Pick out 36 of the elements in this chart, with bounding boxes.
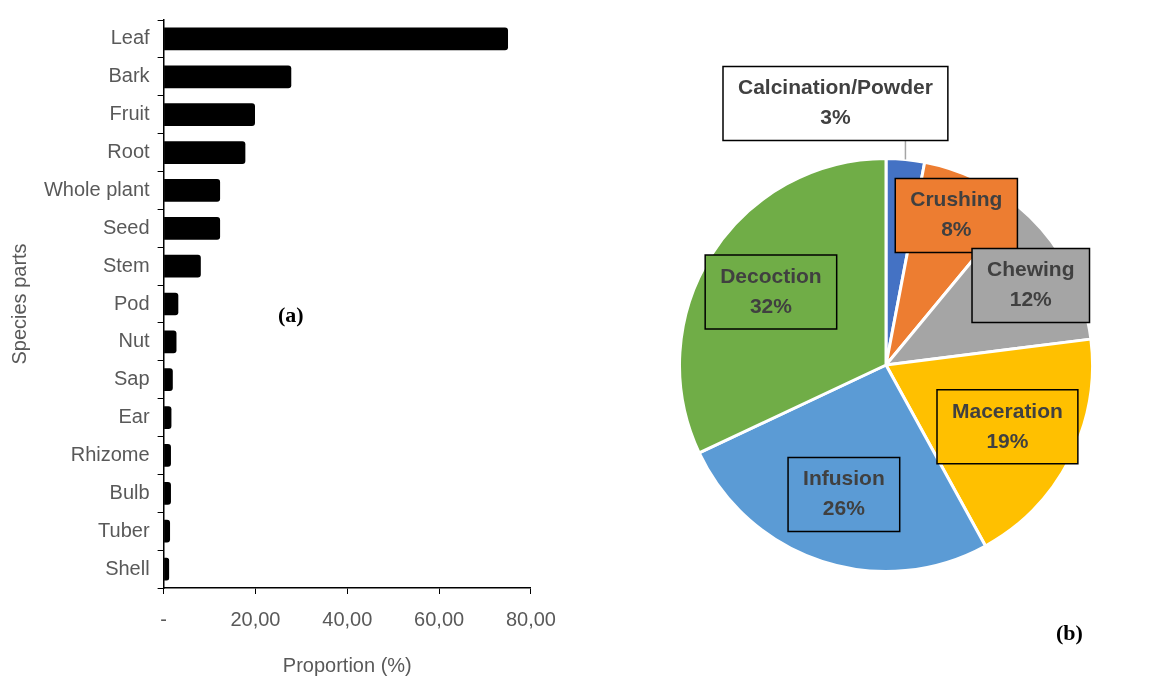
text: (b) <box>1056 620 1083 646</box>
y-tick-label: Sap <box>114 367 150 390</box>
y-tick-label: Ear <box>118 405 150 428</box>
slice-label: Maceration <box>952 398 1063 422</box>
y-tick-label: Fruit <box>109 102 151 125</box>
slice-label: Infusion <box>803 466 885 490</box>
y-tick-label: Bulb <box>109 480 150 503</box>
data-label: 3% <box>820 105 851 129</box>
slice-label: Chewing <box>987 257 1075 281</box>
y-tick-label: Stem <box>102 253 150 276</box>
x-tick-label: - <box>160 607 167 630</box>
y-tick-label: Leaf <box>110 26 151 49</box>
data-label: 32% <box>749 293 793 317</box>
x-tick-label: 40,00 <box>322 607 373 630</box>
slice-label: Crushing <box>910 187 1003 211</box>
y-tick-label: Shell <box>105 556 150 579</box>
y-tick-label: Tuber <box>98 518 150 541</box>
y-tick-label: Nut <box>118 329 151 352</box>
y-tick-label: Pod <box>114 291 150 314</box>
y-tick-label: Rhizome <box>70 442 150 465</box>
x-tick-label: 80,00 <box>505 607 557 630</box>
data-label: 8% <box>941 217 972 241</box>
y-tick-label: Whole plant <box>43 177 151 200</box>
data-label: 26% <box>822 496 866 520</box>
y-axis-title: Species parts <box>7 243 30 365</box>
y-tick-label: Root <box>107 140 151 163</box>
data-label: 19% <box>986 428 1029 452</box>
x-axis-title: Proportion (%) <box>282 653 412 676</box>
y-tick-label: Seed <box>102 215 150 238</box>
slice-label: Calcination/Powder <box>738 75 933 99</box>
x-tick-label: 60,00 <box>414 607 465 630</box>
y-tick-label: Bark <box>108 64 151 87</box>
slice-label: Decoction <box>720 263 822 287</box>
x-tick-label: 20,00 <box>230 607 281 630</box>
data-label: 12% <box>1009 287 1053 311</box>
annotation: (a) <box>278 302 304 328</box>
